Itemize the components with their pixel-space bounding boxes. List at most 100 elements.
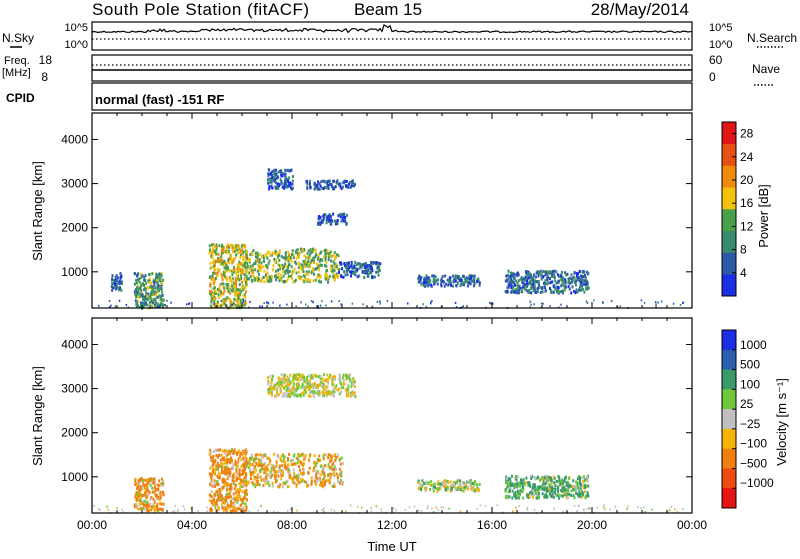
- data-cell-1: [219, 495, 222, 498]
- data-cell-1: [211, 484, 214, 488]
- data-cell-1: [212, 460, 215, 464]
- noise-left-tick-high: 10^5: [64, 22, 88, 34]
- data-cell-2: [271, 481, 274, 485]
- data-cell-5: [550, 494, 553, 498]
- data-cell-1: [217, 448, 220, 452]
- data-cell-3: [316, 263, 319, 267]
- data-cell-3: [329, 392, 332, 396]
- data-cell-8: [477, 279, 480, 283]
- velocity-y-axis-title: Slant Range [km]: [30, 366, 45, 466]
- data-cell-1: [137, 304, 139, 308]
- velocity-colorbar-band: [722, 369, 736, 390]
- data-cell-2: [233, 257, 235, 261]
- data-cell-5: [534, 488, 537, 492]
- data-cell-1: [229, 499, 232, 503]
- data-cell-6: [327, 183, 330, 187]
- data-cell-0: [135, 503, 138, 507]
- data-cell-2: [327, 474, 329, 478]
- data-cell-4: [472, 485, 475, 489]
- data-cell-2: [243, 461, 246, 465]
- data-cell-ground: [682, 508, 684, 510]
- data-cell-4: [442, 481, 445, 485]
- data-cell-4: [439, 482, 442, 486]
- data-cell-8: [432, 280, 435, 284]
- data-cell-3: [274, 260, 277, 264]
- data-cell-1: [243, 490, 246, 494]
- data-cell-3: [267, 382, 270, 386]
- data-cell-5: [544, 486, 547, 489]
- data-cell-2: [209, 261, 212, 265]
- data-cell-3: [283, 381, 286, 385]
- data-cell-ground: [386, 299, 389, 302]
- data-cell-3: [287, 386, 290, 390]
- data-cell-ground: [345, 510, 347, 513]
- data-cell-3: [263, 269, 266, 273]
- data-cell-0: [154, 485, 157, 489]
- data-cell-1: [148, 273, 151, 276]
- data-cell-1: [142, 303, 145, 307]
- data-cell-5: [558, 496, 560, 500]
- data-cell-2: [295, 483, 298, 487]
- data-cell-2: [268, 457, 271, 461]
- data-cell-4: [452, 482, 455, 486]
- data-cell-3: [322, 393, 325, 397]
- data-cell-0: [145, 490, 148, 494]
- data-cell-1: [234, 499, 237, 503]
- data-cell-2: [220, 272, 223, 276]
- data-cell-5: [568, 492, 571, 496]
- data-cell-3: [292, 373, 295, 377]
- data-cell-ground: [261, 305, 263, 308]
- data-cell-2: [211, 278, 214, 282]
- data-cell-3: [269, 278, 272, 282]
- data-cell-3: [292, 255, 295, 259]
- data-cell-3: [347, 387, 349, 391]
- cpid-mode-text: normal (fast) -151 RF: [95, 92, 224, 107]
- data-cell-ground: [188, 303, 190, 305]
- data-cell-3: [337, 274, 340, 278]
- data-cell-2: [297, 453, 299, 457]
- data-cell-9: [515, 273, 518, 277]
- data-cell-3: [323, 391, 326, 395]
- data-cell-1: [221, 478, 224, 482]
- data-cell-2: [239, 292, 242, 296]
- data-cell-8: [423, 278, 426, 282]
- data-cell-1: [135, 293, 138, 297]
- data-cell-2: [318, 454, 321, 458]
- data-cell-9: [508, 283, 511, 287]
- data-cell-4: [450, 487, 453, 490]
- data-cell-5: [275, 186, 278, 190]
- data-cell-2: [310, 479, 313, 483]
- data-cell-2: [241, 270, 243, 273]
- data-cell-3: [321, 258, 324, 262]
- data-cell-3: [269, 385, 272, 389]
- data-cell-9: [543, 282, 545, 285]
- data-cell-2: [254, 475, 257, 479]
- data-cell-3: [325, 273, 328, 277]
- data-cell-1: [212, 468, 215, 472]
- data-cell-5: [518, 494, 521, 497]
- data-cell-ground: [166, 299, 168, 302]
- data-cell-2: [279, 472, 282, 475]
- data-cell-1: [222, 505, 225, 509]
- data-cell-5: [554, 493, 557, 497]
- data-cell-3: [321, 384, 324, 388]
- data-cell-3: [318, 273, 321, 277]
- data-cell-4: [372, 262, 374, 266]
- data-cell-2: [222, 251, 225, 255]
- data-cell-1: [162, 303, 165, 307]
- data-cell-2: [226, 278, 228, 282]
- data-cell-6: [352, 184, 355, 188]
- data-cell-3: [269, 253, 272, 257]
- data-cell-1: [144, 274, 147, 278]
- data-cell-1: [217, 467, 219, 471]
- data-cell-2: [273, 452, 276, 456]
- data-cell-4: [340, 275, 343, 279]
- data-cell-2: [210, 295, 213, 299]
- data-cell-3: [319, 376, 322, 380]
- data-cell-2: [327, 465, 330, 468]
- data-cell-3: [283, 376, 285, 380]
- data-cell-8: [446, 278, 449, 282]
- data-cell-4: [369, 265, 372, 269]
- data-cell-5: [526, 495, 529, 499]
